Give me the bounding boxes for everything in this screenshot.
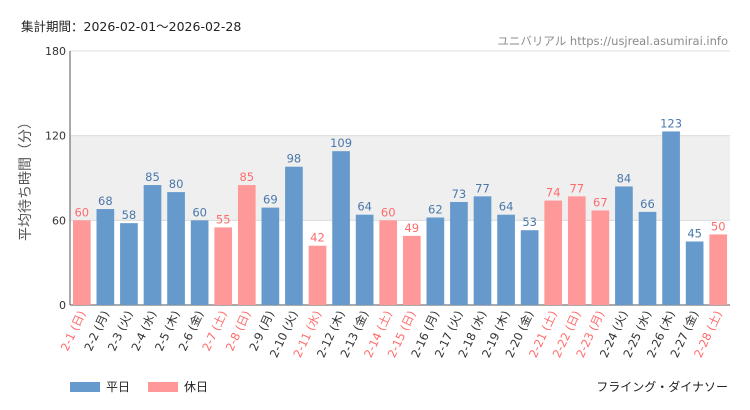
data-label: 53: [522, 215, 537, 229]
bar: [685, 241, 704, 305]
legend-swatch: [148, 381, 179, 392]
y-axis-label: 平均待ち時間（分）: [18, 115, 34, 241]
bar: [143, 185, 162, 305]
data-label: 62: [428, 203, 443, 217]
data-label: 85: [239, 170, 254, 184]
data-label: 64: [357, 200, 372, 214]
data-label: 77: [475, 181, 490, 195]
data-label: 50: [711, 219, 726, 233]
data-label: 74: [546, 186, 561, 200]
data-label: 60: [74, 205, 89, 219]
bar: [308, 245, 327, 305]
data-label: 98: [287, 152, 302, 166]
bar: [120, 223, 138, 305]
data-label: 49: [404, 221, 419, 235]
data-label: 60: [192, 205, 207, 219]
data-label: 80: [169, 177, 184, 191]
bar: [591, 210, 610, 305]
y-tick-label: 180: [45, 45, 66, 58]
bar: [96, 209, 115, 305]
bar: [473, 196, 492, 305]
bar: [426, 217, 445, 305]
data-label: 85: [145, 170, 160, 184]
bar: [72, 220, 91, 305]
data-label: 55: [216, 212, 231, 226]
data-label: 73: [452, 187, 467, 201]
period-label: 集計期間：2026-02-01〜2026-02-28: [21, 19, 242, 34]
legend-label: 平日: [106, 380, 131, 394]
legend-item-holiday: 休日: [148, 378, 208, 395]
data-label: 66: [640, 197, 655, 211]
data-label: 60: [381, 205, 396, 219]
bar: [497, 214, 515, 305]
bar: [237, 185, 256, 305]
legend-label: 休日: [184, 380, 209, 394]
bar: [638, 211, 657, 305]
bar: [520, 230, 539, 305]
bar: [662, 131, 680, 305]
data-label: 109: [330, 136, 352, 150]
bar: [261, 207, 280, 305]
data-label: 42: [310, 231, 325, 245]
bar: [167, 192, 185, 305]
bar: [544, 200, 563, 305]
bar: [379, 220, 398, 305]
bar: [355, 214, 374, 305]
bar: [285, 166, 303, 305]
bar: [402, 235, 421, 305]
bar: [567, 196, 586, 305]
legend-swatch: [70, 381, 100, 392]
legend-item-weekday: 平日: [70, 378, 130, 395]
bar: [709, 234, 728, 305]
attraction-name: フライング・ダイナソー: [596, 380, 728, 394]
bar: [615, 186, 633, 305]
data-label: 69: [263, 193, 278, 207]
data-label: 67: [593, 195, 608, 209]
y-tick-label: 0: [59, 299, 66, 312]
y-tick-label: 60: [52, 214, 66, 227]
data-label: 84: [617, 171, 632, 185]
bar: [450, 201, 468, 305]
data-label: 58: [122, 208, 137, 222]
site-watermark: ユニバリアル https://usjreal.asumirai.info: [497, 34, 728, 48]
data-label: 45: [687, 227, 702, 241]
bar: [214, 227, 233, 305]
data-label: 68: [98, 194, 113, 208]
bar: [190, 220, 209, 305]
legend: 平日 休日: [70, 378, 208, 395]
data-label: 64: [499, 200, 514, 214]
y-tick-label: 120: [45, 130, 66, 143]
bar: [332, 151, 350, 305]
data-label: 77: [569, 181, 584, 195]
data-label: 123: [660, 116, 682, 130]
